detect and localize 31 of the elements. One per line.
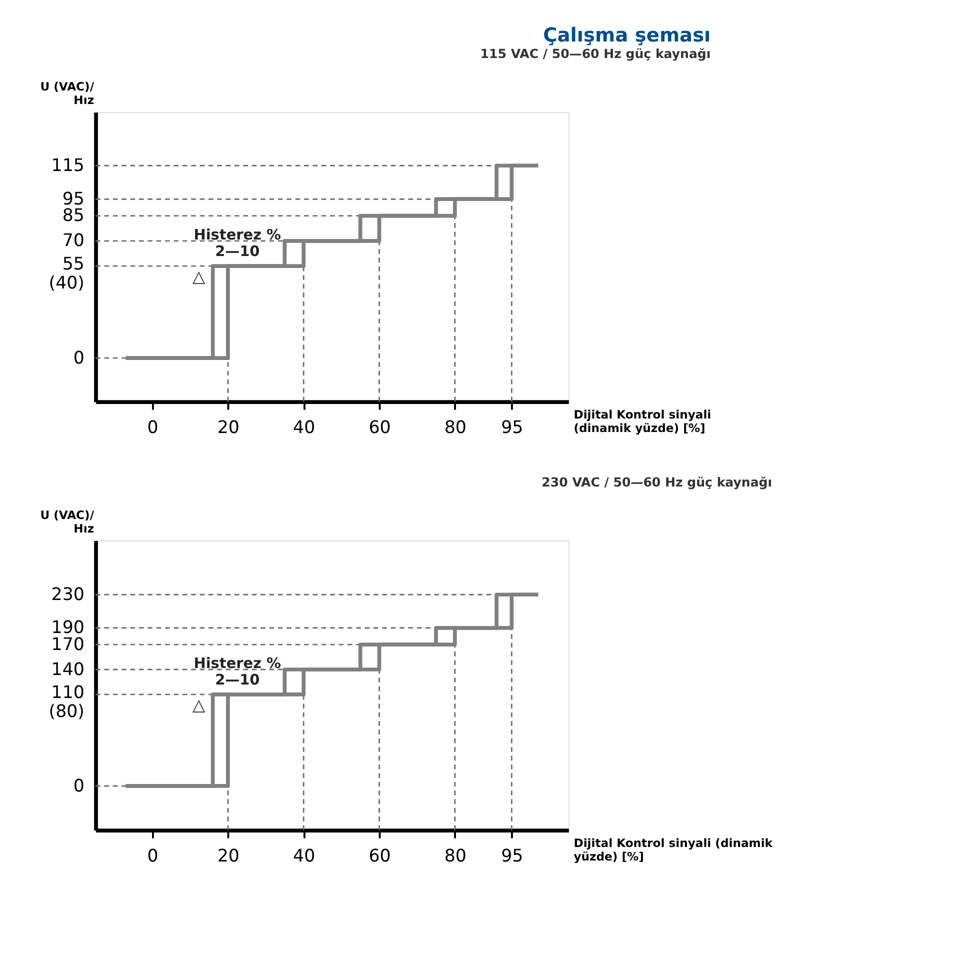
y-tick-label: 70 — [62, 231, 84, 252]
x-axis-title: Dijital Kontrol sinyali (dinamik yüzde) [%] — [574, 407, 712, 435]
x-tick-label: 0 — [147, 846, 158, 866]
y-tick-label: 230 — [51, 584, 84, 605]
x-axis-title: Dijital Kontrol sinyali (dinamik yüzde) [%] — [574, 836, 773, 864]
y-tick-label: 0 — [73, 776, 84, 796]
x-tick-label: 20 — [217, 846, 240, 866]
x-tick-label: 80 — [444, 418, 466, 438]
y-tick-label: 55 (40) — [48, 254, 84, 294]
x-tick-label: 60 — [368, 418, 391, 438]
text: Çalışma şeması — [543, 24, 711, 47]
x-tick-label: 95 — [501, 846, 524, 866]
y-axis-title: U (VAC)/ Hız — [40, 508, 95, 536]
x-tick-label: 95 — [501, 418, 524, 438]
y-axis-title: U (VAC)/ Hız — [40, 79, 95, 107]
annotation: △ — [192, 695, 206, 714]
y-tick-label: 110 (80) — [48, 682, 84, 722]
annotation: Histerez % 2—10 — [194, 227, 282, 260]
text: 115 VAC / 50—60 Hz güç kaynağı — [480, 46, 711, 62]
annotation: △ — [192, 266, 206, 286]
x-tick-label: 0 — [147, 418, 158, 438]
y-tick-label: 140 — [51, 660, 84, 680]
x-tick-label: 80 — [444, 846, 466, 866]
x-tick-label: 40 — [293, 418, 316, 438]
x-tick-label: 20 — [217, 418, 240, 438]
y-tick-label: 115 — [51, 156, 84, 176]
annotation: Histerez % 2—10 — [194, 656, 282, 688]
text: 230 VAC / 50—60 Hz güç kaynağı — [542, 474, 772, 490]
x-tick-label: 60 — [368, 846, 391, 866]
x-tick-label: 40 — [293, 846, 316, 866]
y-tick-label: 0 — [73, 348, 84, 368]
